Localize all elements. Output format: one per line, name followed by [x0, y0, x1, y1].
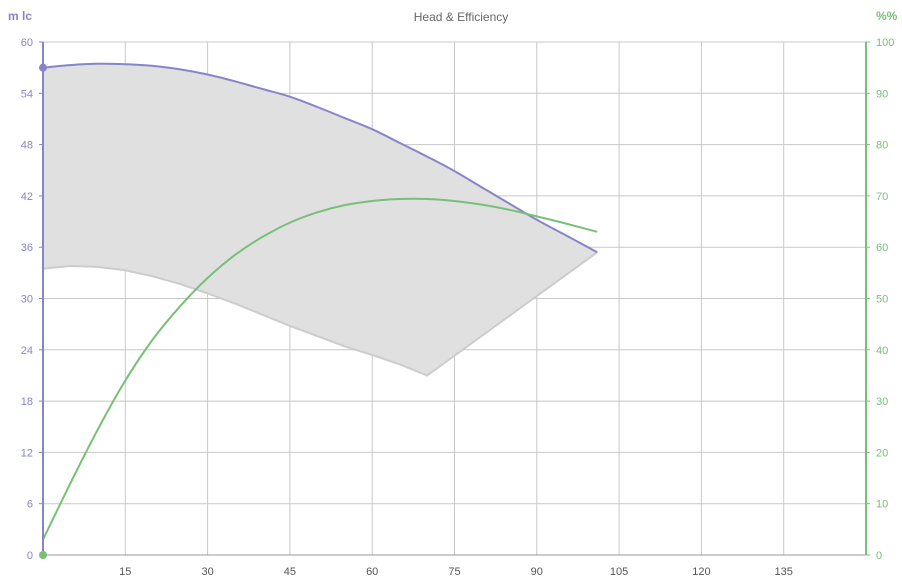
- y-tick-label-right: 90: [876, 88, 888, 100]
- y-tick-label-right: 50: [876, 294, 888, 306]
- y-tick-label-right: 40: [876, 345, 888, 357]
- y-tick-label-right: 100: [876, 37, 894, 49]
- y-axis-right-label: %%: [876, 9, 898, 23]
- efficiency-axis-marker: [39, 551, 47, 559]
- operating-band-area: [43, 63, 598, 376]
- y-tick-label-right: 30: [876, 396, 888, 408]
- x-tick-label: 90: [531, 566, 543, 578]
- head-curve: [42, 62, 598, 254]
- y-tick-label-right: 10: [876, 499, 888, 511]
- y-tick-label-right: 80: [876, 140, 888, 152]
- chart-title: Head & Efficiency: [414, 10, 509, 24]
- y-tick-label-left: 18: [21, 396, 33, 408]
- x-tick-label: 30: [201, 566, 213, 578]
- y-tick-label-right: 0: [876, 550, 882, 562]
- x-tick-label: 60: [366, 566, 378, 578]
- y-tick-label-left: 60: [21, 37, 33, 49]
- y-tick-label-left: 48: [21, 140, 33, 152]
- operating-band-lower-edge: [42, 251, 598, 377]
- x-tick-label: 105: [610, 566, 628, 578]
- axis-markers: [39, 63, 47, 559]
- x-tick-label: 15: [119, 566, 131, 578]
- operating-band: [42, 63, 598, 377]
- x-tick-label: 120: [692, 566, 710, 578]
- x-tick-label: 75: [448, 566, 460, 578]
- y-tick-label-left: 36: [21, 242, 33, 254]
- y-tick-label-right: 20: [876, 447, 888, 459]
- y-tick-label-right: 60: [876, 242, 888, 254]
- y-tick-label-left: 12: [21, 447, 33, 459]
- y-tick-label-left: 54: [21, 88, 33, 100]
- axes: [39, 41, 870, 556]
- efficiency-curve: [42, 197, 598, 541]
- y-tick-label-left: 6: [27, 499, 33, 511]
- x-tick-label: 135: [775, 566, 793, 578]
- y-tick-label-right: 70: [876, 191, 888, 203]
- series-lines: [42, 62, 598, 541]
- y-tick-label-left: 30: [21, 294, 33, 306]
- tick-labels: 0 6 12 18 24 30 36 42 48 54 60 0 10 20 30 40 50 60 70 80 90 1…: [21, 37, 895, 578]
- x-tick-label: 45: [284, 566, 296, 578]
- y-tick-label-left: 42: [21, 191, 33, 203]
- y-tick-label-left: 24: [21, 345, 33, 357]
- head-axis-marker: [39, 63, 47, 72]
- y-axis-left-label: m lc: [8, 9, 32, 23]
- y-tick-label-left: 0: [27, 550, 33, 562]
